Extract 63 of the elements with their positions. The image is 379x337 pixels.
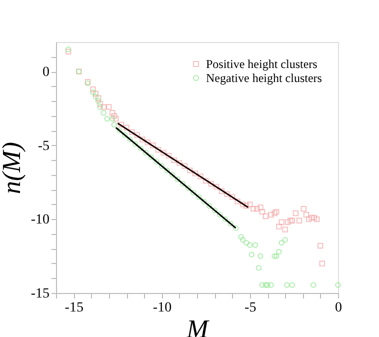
point: [127, 136, 133, 142]
point: [268, 282, 274, 288]
point: [232, 225, 239, 231]
point: [247, 242, 253, 248]
point: [185, 185, 192, 192]
point: [259, 282, 266, 288]
point: [284, 282, 290, 288]
point: [217, 212, 223, 218]
point: [258, 253, 264, 259]
point: [100, 110, 106, 116]
y-tick-label: -10: [30, 212, 50, 228]
point: [164, 168, 170, 174]
point: [104, 116, 110, 122]
x-tick-label: -15: [64, 300, 84, 316]
x-tick-label: -5: [244, 300, 256, 316]
point: [262, 282, 269, 288]
point: [92, 94, 98, 100]
x-tick-label: -10: [152, 300, 172, 316]
point: [276, 248, 282, 254]
point: [201, 198, 207, 204]
point: [116, 128, 122, 134]
point: [206, 203, 212, 209]
point: [180, 180, 186, 187]
point: [132, 141, 138, 147]
point: [122, 132, 128, 138]
point: [174, 176, 180, 182]
point: [190, 190, 196, 196]
point: [240, 237, 246, 243]
point: [97, 104, 103, 110]
legend-label: Positive height clusters: [206, 57, 318, 71]
point: [238, 234, 244, 240]
point: [289, 282, 296, 288]
point: [252, 242, 258, 248]
point: [222, 216, 228, 222]
point: [148, 154, 154, 160]
x-tick-label: 0: [335, 300, 342, 316]
point: [143, 150, 149, 156]
point: [196, 194, 202, 200]
point: [272, 253, 278, 259]
point: [244, 240, 250, 246]
point: [228, 220, 234, 226]
point: [169, 172, 176, 178]
point: [154, 158, 160, 164]
point: [273, 253, 280, 259]
point: [158, 163, 165, 169]
y-tick-label: -5: [38, 138, 50, 154]
y-axis-title: n(M): [0, 142, 26, 194]
point: [138, 145, 144, 152]
point: [110, 116, 116, 122]
y-tick-label: -15: [30, 286, 50, 302]
legend-label: Negative height clusters: [206, 71, 322, 85]
point: [278, 240, 284, 246]
point: [95, 98, 102, 104]
point: [212, 207, 218, 214]
y-tick-label: 0: [42, 65, 50, 80]
point: [111, 122, 118, 128]
point: [282, 237, 288, 243]
point: [335, 282, 341, 288]
point: [256, 265, 262, 271]
point: [90, 89, 96, 96]
point: [310, 282, 316, 288]
point: [248, 252, 254, 258]
point: [264, 282, 270, 288]
